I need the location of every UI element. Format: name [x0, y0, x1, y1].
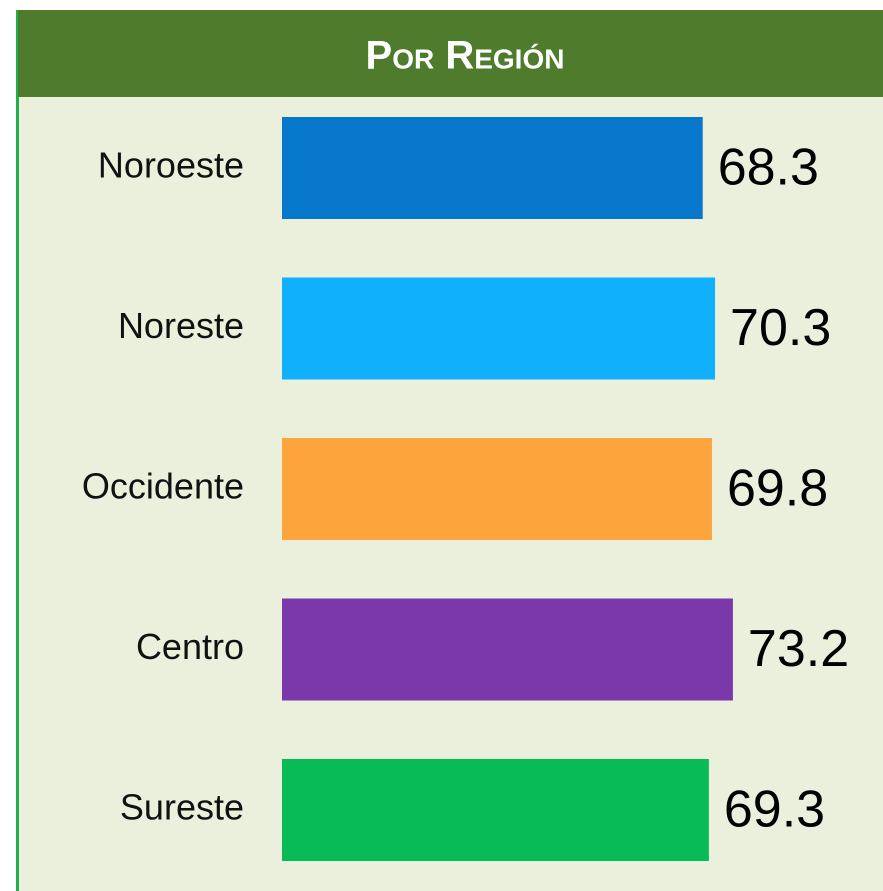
value-label: 69.3	[724, 781, 825, 839]
y-tick-label: Noroeste	[98, 145, 244, 186]
value-label: 73.2	[748, 620, 849, 678]
y-tick-label: Sureste	[120, 787, 244, 828]
panel-border	[16, 10, 19, 891]
value-label: 68.3	[718, 139, 819, 197]
value-label: 69.8	[727, 460, 828, 518]
chart-title: Por Región	[366, 34, 565, 78]
bar	[282, 277, 716, 380]
y-tick-label: Occidente	[82, 466, 244, 507]
value-label: 70.3	[730, 299, 831, 357]
bar	[282, 438, 712, 540]
bar	[282, 598, 733, 701]
bar	[282, 117, 703, 219]
y-tick-label: Noreste	[118, 305, 244, 346]
y-tick-label: Centro	[136, 626, 244, 667]
bar	[282, 759, 709, 861]
header	[18, 10, 883, 97]
